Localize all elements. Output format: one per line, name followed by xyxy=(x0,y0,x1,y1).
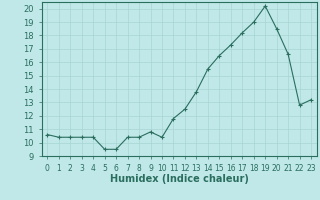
X-axis label: Humidex (Indice chaleur): Humidex (Indice chaleur) xyxy=(110,174,249,184)
